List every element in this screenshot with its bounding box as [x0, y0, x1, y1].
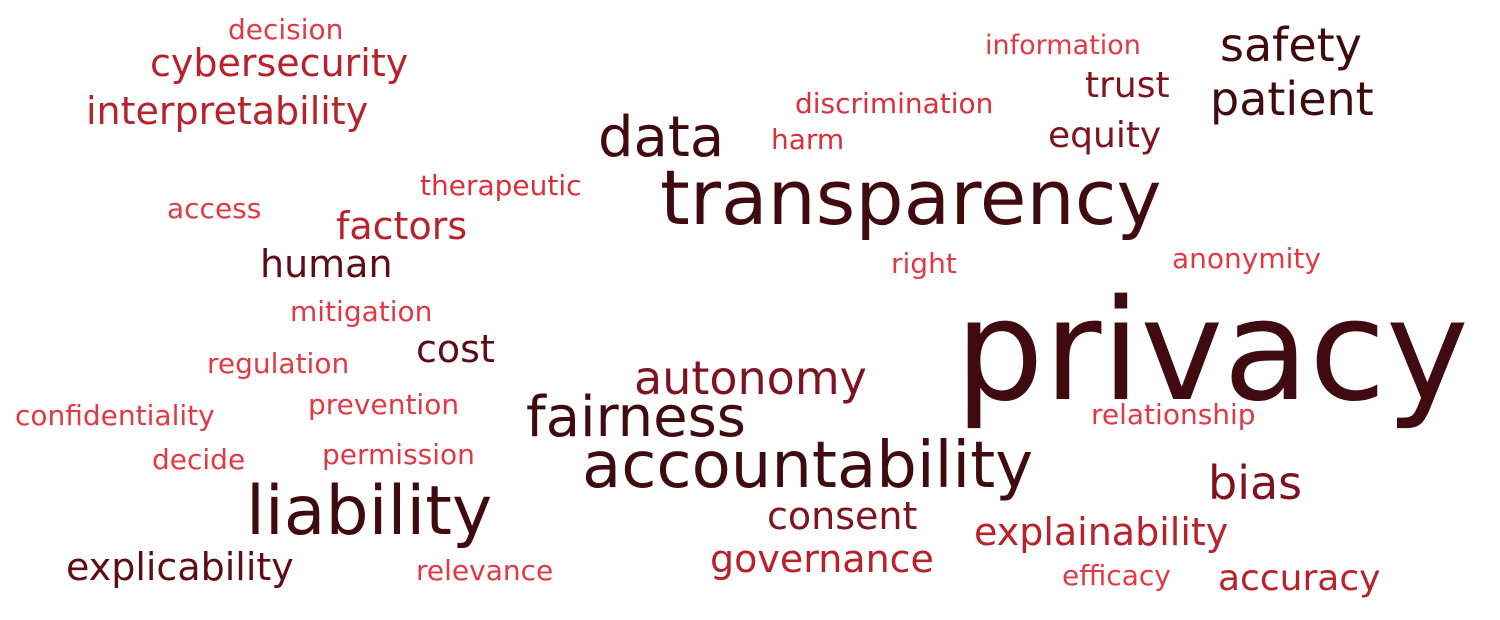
word-data: data — [598, 105, 725, 170]
word-therapeutic: therapeutic — [420, 169, 582, 202]
word-patient: patient — [1210, 72, 1374, 126]
word-transparency: transparency — [660, 153, 1162, 242]
word-permission: permission — [322, 438, 475, 471]
word-regulation: regulation — [207, 347, 350, 380]
word-accountability: accountability — [582, 429, 1034, 503]
word-mitigation: mitigation — [290, 295, 433, 328]
word-autonomy: autonomy — [634, 351, 867, 405]
word-relevance: relevance — [416, 554, 554, 587]
word-explicability: explicability — [66, 545, 294, 589]
word-decide: decide — [152, 443, 246, 476]
word-anonymity: anonymity — [1172, 242, 1321, 275]
word-efficacy: efficacy — [1062, 559, 1171, 592]
word-equity: equity — [1048, 115, 1162, 156]
word-fairness: fairness — [526, 385, 746, 450]
word-access: access — [167, 192, 262, 225]
word-discrimination: discrimination — [795, 87, 994, 120]
word-trust: trust — [1085, 65, 1170, 106]
word-cybersecurity: cybersecurity — [150, 41, 409, 85]
word-safety: safety — [1220, 18, 1362, 72]
word-human: human — [260, 242, 393, 286]
word-cost: cost — [416, 327, 495, 371]
word-interpretability: interpretability — [86, 89, 369, 133]
word-decision: decision — [228, 13, 344, 46]
word-liability: liability — [246, 472, 493, 551]
word-governance: governance — [710, 537, 934, 581]
word-accuracy: accuracy — [1218, 558, 1381, 599]
word-harm: harm — [771, 123, 845, 156]
word-confidentiality: confidentiality — [15, 399, 215, 432]
word-prevention: prevention — [308, 388, 460, 421]
word-privacy: privacy — [955, 270, 1469, 433]
word-relationship: relationship — [1091, 398, 1256, 431]
word-information: information — [985, 30, 1141, 61]
word-factors: factors — [336, 204, 468, 248]
word-consent: consent — [767, 494, 918, 538]
word-bias: bias — [1208, 456, 1303, 510]
word-right: right — [891, 247, 957, 280]
word-explainability: explainability — [974, 510, 1229, 554]
